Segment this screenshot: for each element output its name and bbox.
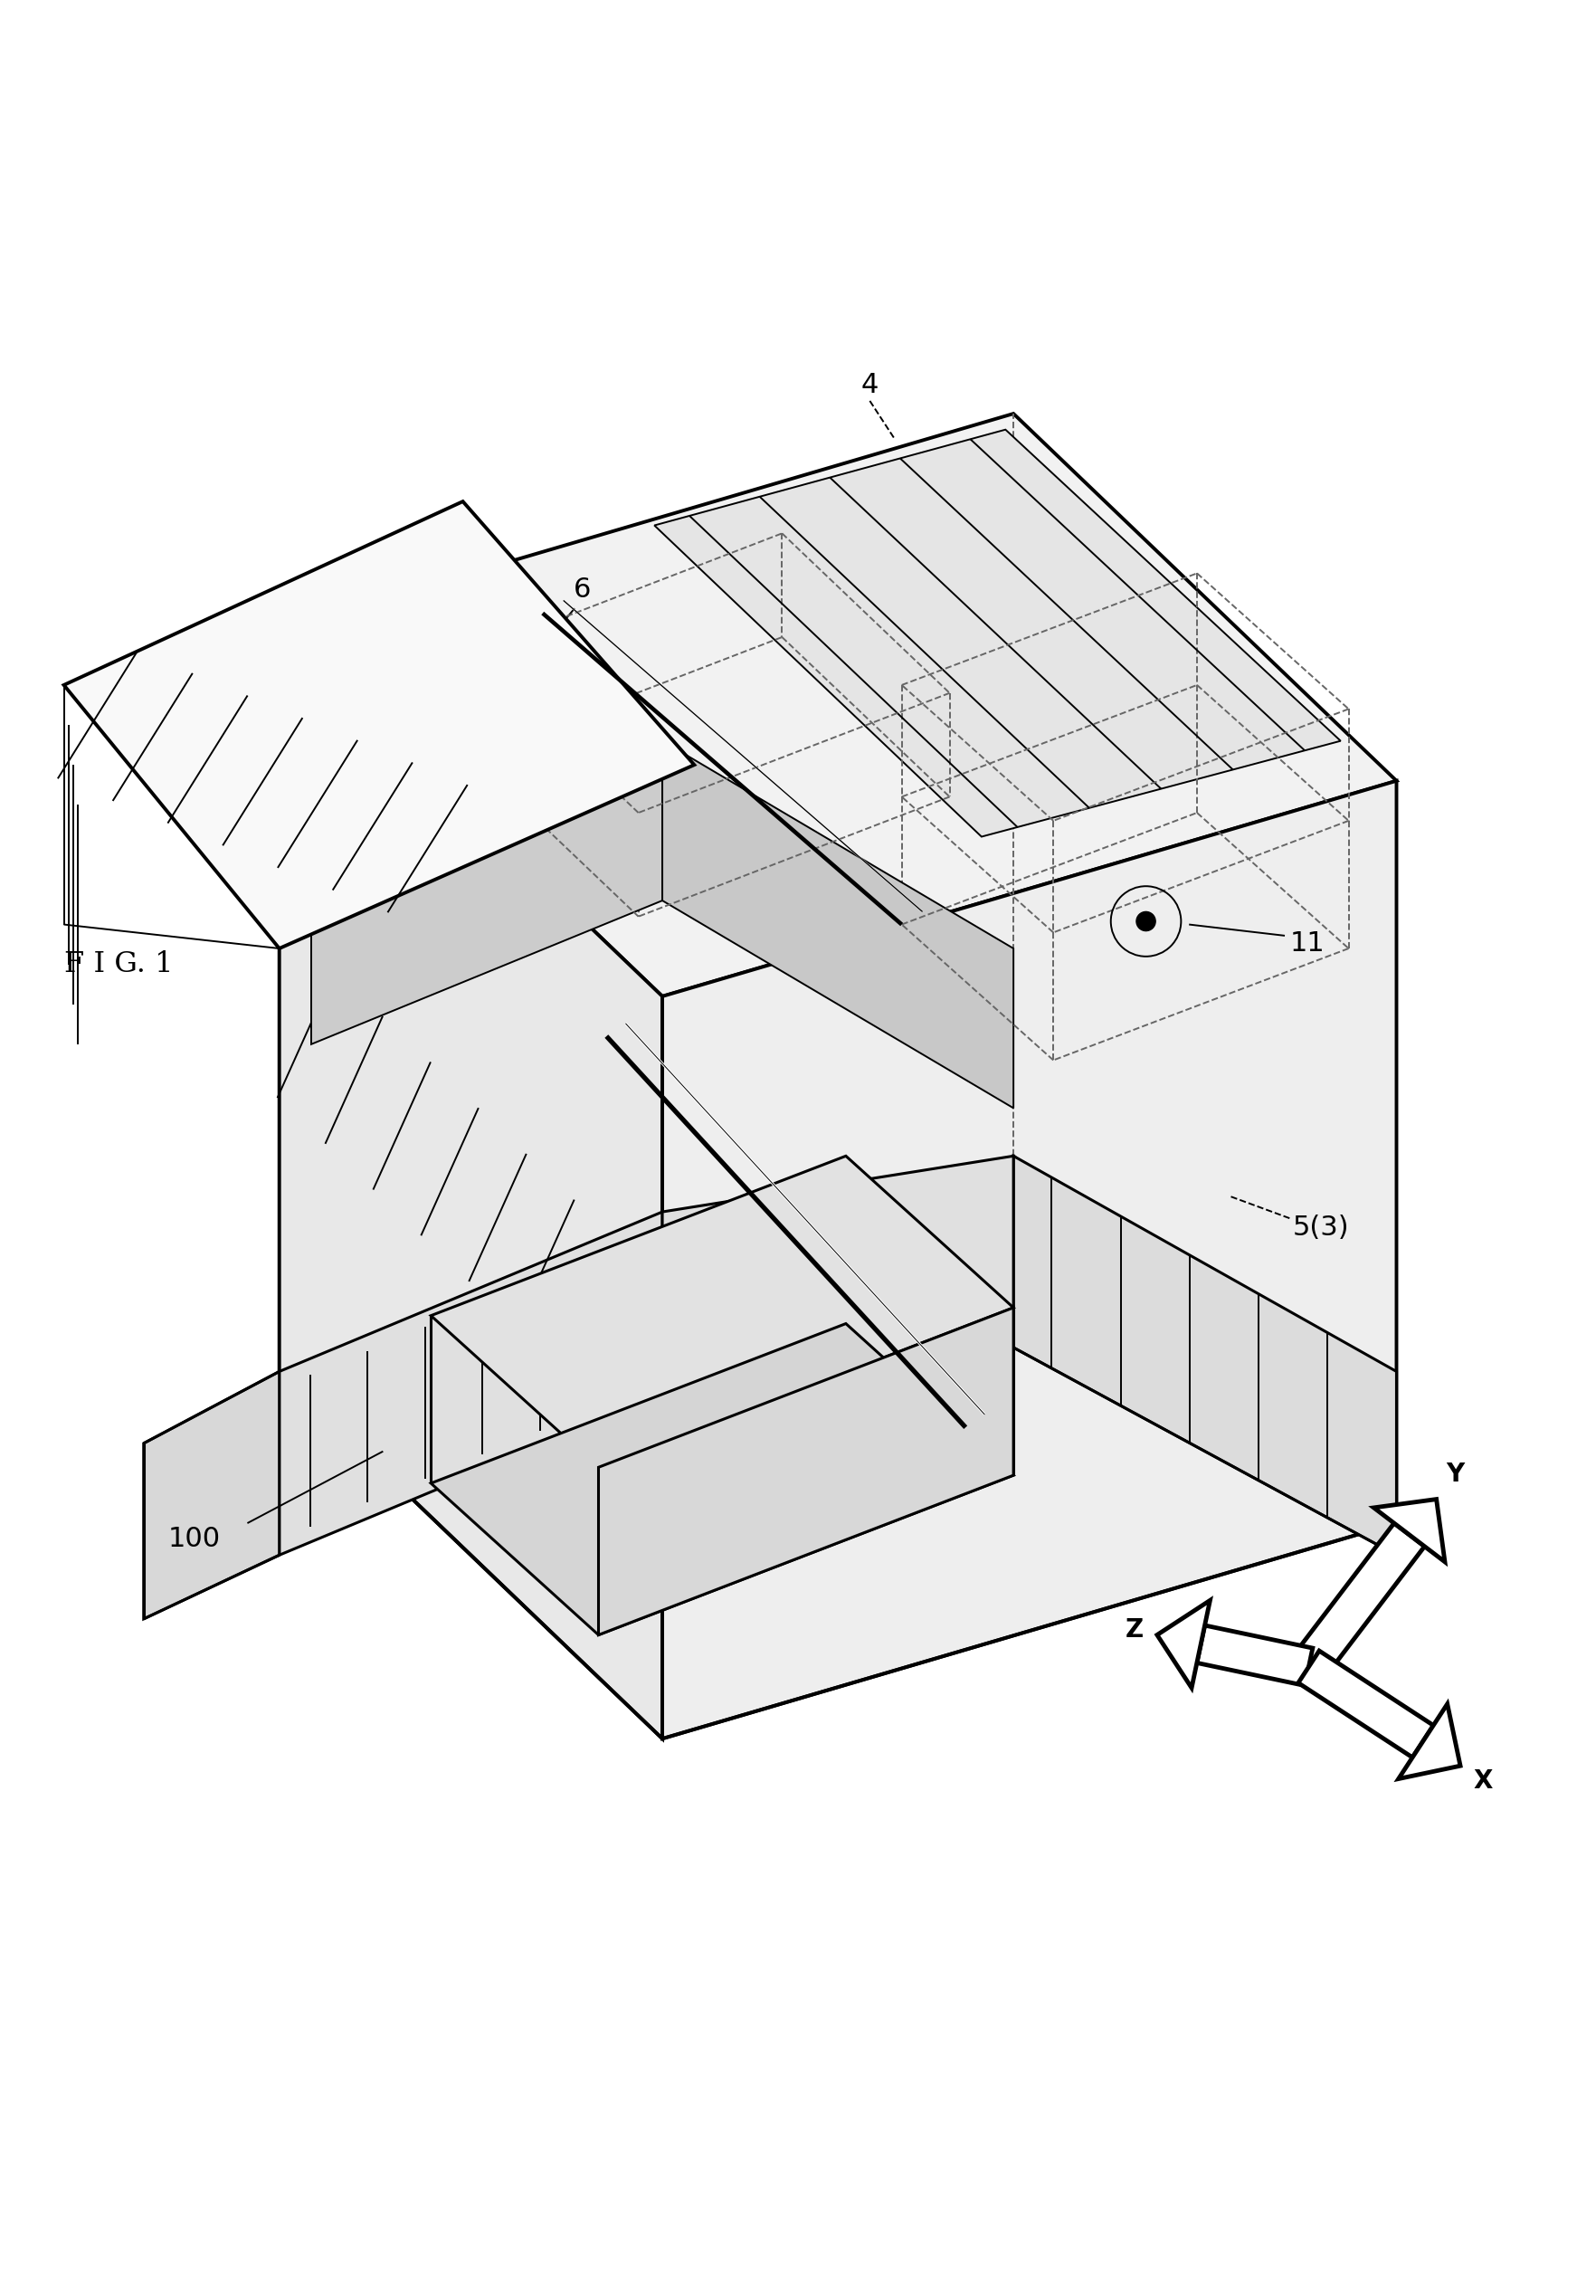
Text: F I G. 1: F I G. 1: [64, 951, 172, 978]
Polygon shape: [598, 1309, 1013, 1635]
Polygon shape: [654, 429, 1341, 836]
Polygon shape: [1398, 1704, 1460, 1779]
Polygon shape: [662, 742, 1013, 1109]
Polygon shape: [431, 1322, 1013, 1635]
Text: X: X: [1473, 1768, 1492, 1793]
Polygon shape: [1013, 1155, 1396, 1554]
Text: 7: 7: [303, 721, 319, 746]
Text: 4: 4: [862, 372, 878, 397]
Polygon shape: [1157, 1600, 1210, 1688]
Text: 100: 100: [168, 1527, 220, 1552]
Text: 5(3): 5(3): [1293, 1215, 1350, 1240]
Polygon shape: [1197, 1626, 1312, 1685]
Polygon shape: [1374, 1499, 1444, 1561]
Polygon shape: [279, 1212, 662, 1554]
Text: 6: 6: [575, 576, 591, 602]
Polygon shape: [662, 1155, 1013, 1396]
Polygon shape: [64, 501, 694, 948]
Polygon shape: [431, 1155, 1013, 1467]
Polygon shape: [279, 629, 662, 1738]
Text: Y: Y: [1446, 1460, 1465, 1488]
Polygon shape: [1293, 1522, 1425, 1678]
Circle shape: [1136, 912, 1156, 930]
Text: Z: Z: [1125, 1616, 1143, 1644]
Polygon shape: [662, 781, 1396, 1738]
Text: 11: 11: [1290, 930, 1325, 957]
Polygon shape: [311, 742, 662, 1045]
Polygon shape: [1298, 1651, 1433, 1756]
Polygon shape: [279, 413, 1396, 996]
Polygon shape: [144, 1371, 279, 1619]
